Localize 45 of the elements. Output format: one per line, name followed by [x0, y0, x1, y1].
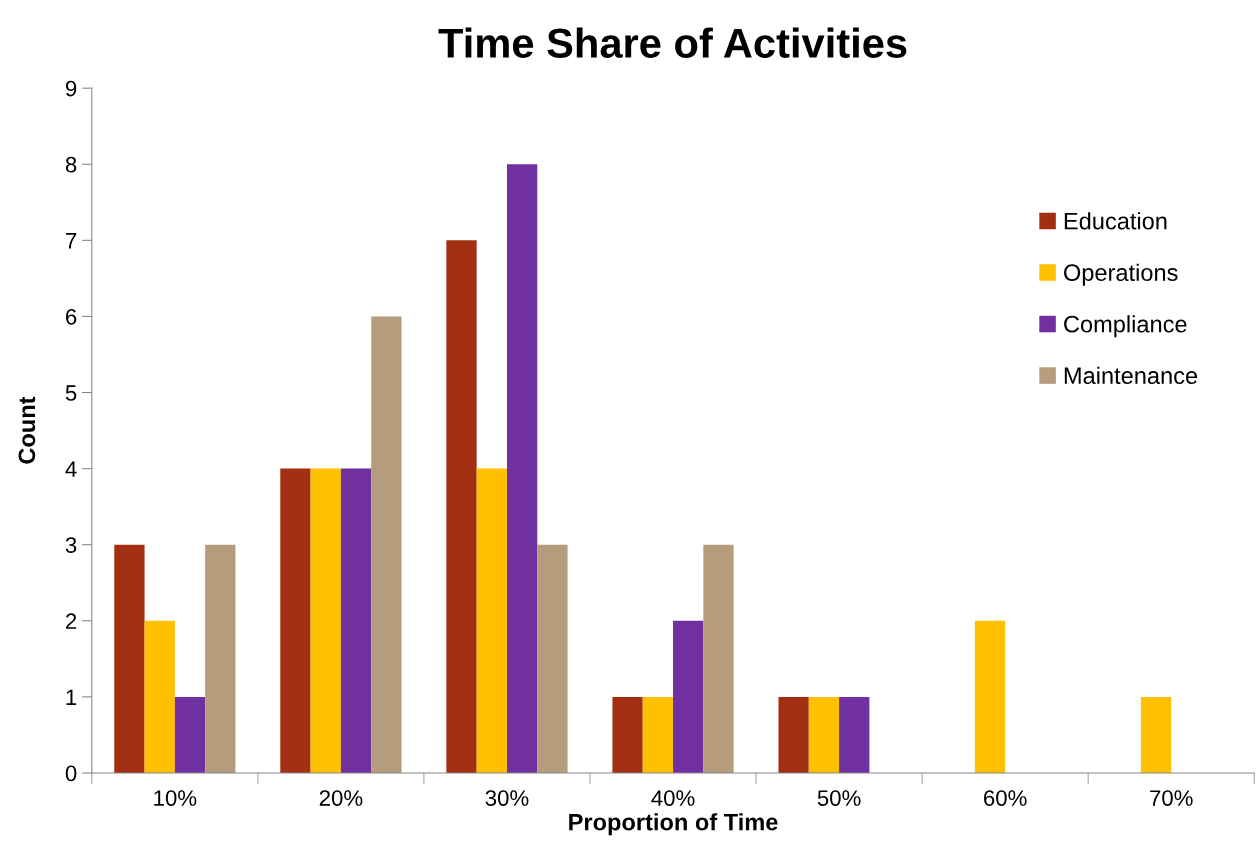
bar: [1140, 696, 1172, 773]
x-axis-title: Proportion of Time: [569, 813, 778, 836]
y-tick-label: 6: [66, 308, 77, 325]
bar: [114, 544, 145, 773]
bar: [174, 696, 206, 773]
bar: [144, 620, 175, 773]
x-tick-label: 50%: [817, 790, 861, 806]
chart-title: Time Share of Activities: [438, 27, 907, 59]
bar: [476, 468, 507, 773]
y-tick-label: 8: [65, 156, 77, 173]
bar: [974, 620, 1006, 773]
y-tick-label: 9: [65, 80, 77, 97]
y-tick-label: 2: [66, 613, 77, 629]
y-axis-title: Count: [18, 396, 36, 464]
bar: [280, 468, 311, 773]
y-tick-label: 0: [65, 765, 77, 782]
x-tick-label: 20%: [319, 790, 363, 806]
x-tick-label: 40%: [651, 790, 695, 806]
y-tick-label: 4: [65, 461, 77, 477]
bar: [537, 544, 568, 773]
bar: [506, 164, 538, 773]
legend-label: Operations: [1064, 263, 1178, 286]
x-tick-label: 30%: [485, 790, 529, 806]
legend-label: Compliance: [1064, 315, 1187, 338]
bar: [371, 316, 402, 773]
bar: [612, 696, 643, 773]
bar: [778, 696, 809, 773]
y-tick-label: 5: [65, 385, 77, 401]
legend-label: Maintenance: [1064, 366, 1198, 385]
y-tick-label: 3: [65, 537, 77, 553]
bar: [205, 544, 236, 773]
bar: [703, 544, 734, 773]
y-tick-label: 1: [66, 689, 77, 705]
bar: [310, 468, 341, 773]
bar: [642, 696, 674, 773]
bar: [673, 620, 704, 773]
bar: [839, 696, 870, 773]
legend-label: Education: [1064, 212, 1167, 230]
x-tick-label: 70%: [1150, 790, 1193, 806]
bar: [340, 468, 372, 773]
x-tick-label: 10%: [154, 790, 197, 806]
x-tick-label: 60%: [984, 790, 1027, 806]
bar: [446, 240, 477, 773]
bar: [808, 696, 840, 773]
y-tick-label: 7: [66, 233, 77, 249]
